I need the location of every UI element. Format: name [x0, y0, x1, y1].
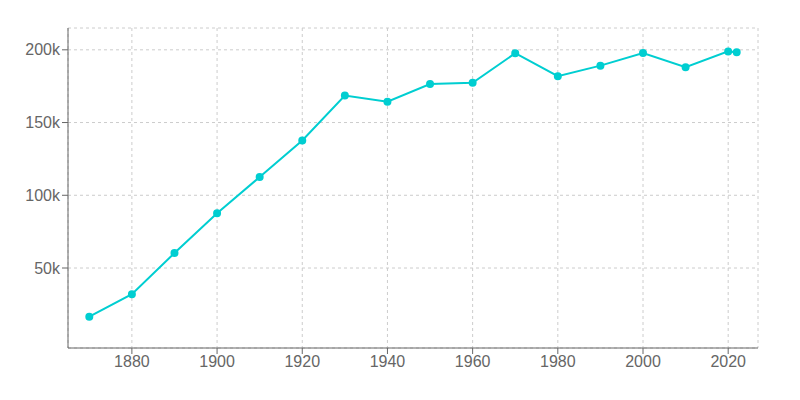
svg-text:50k: 50k: [34, 260, 61, 277]
svg-text:1980: 1980: [540, 353, 576, 370]
svg-text:1940: 1940: [370, 353, 406, 370]
svg-text:1900: 1900: [199, 353, 235, 370]
svg-text:1960: 1960: [455, 353, 491, 370]
svg-text:1880: 1880: [114, 353, 150, 370]
svg-text:100k: 100k: [25, 187, 61, 204]
svg-text:2020: 2020: [710, 353, 746, 370]
svg-text:2000: 2000: [625, 353, 661, 370]
svg-text:150k: 150k: [25, 114, 61, 131]
svg-text:1920: 1920: [284, 353, 320, 370]
svg-text:200k: 200k: [25, 41, 61, 58]
